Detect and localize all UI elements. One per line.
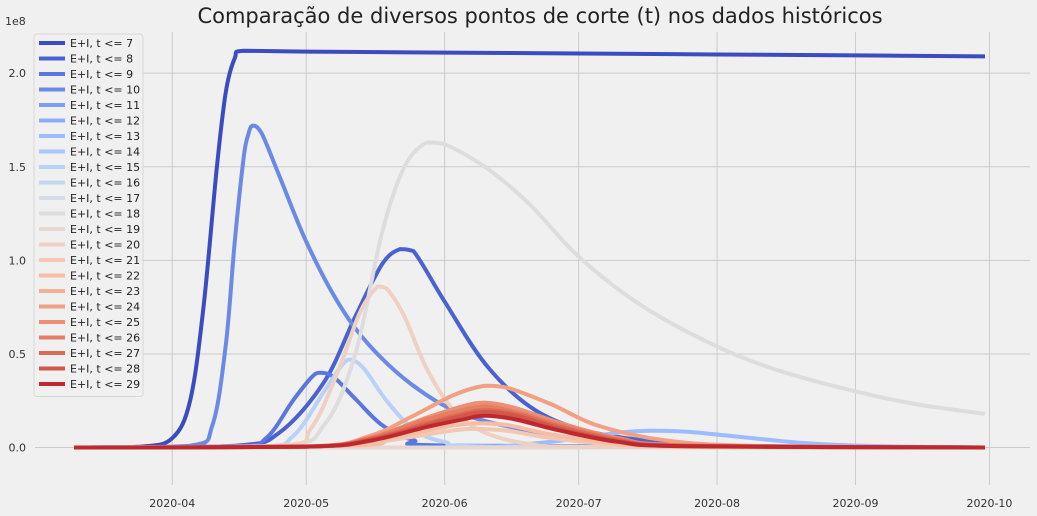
y-tick-label: 2.0	[9, 67, 27, 80]
legend-entry: E+I, t <= 10	[70, 84, 140, 97]
legend: E+I, t <= 7 E+I, t <= 8 E+I, t <= 9 E+I, t …	[33, 33, 144, 397]
series-lines	[73, 48, 986, 450]
legend-entry: E+I, t <= 25	[70, 316, 140, 329]
x-tick-label: 2020-10	[966, 497, 1012, 510]
series-line-23	[73, 413, 986, 450]
x-tick-label: 2020-05	[283, 497, 329, 510]
x-tick-label: 2020-06	[422, 497, 468, 510]
x-tick-label: 2020-07	[556, 497, 602, 510]
legend-entry: E+I, t <= 13	[70, 130, 140, 143]
chart-title: Comparação de diversos pontos de corte (…	[197, 4, 882, 28]
y-tick-label: 1.0	[9, 254, 27, 267]
legend-entry: E+I, t <= 18	[70, 208, 140, 221]
series-line-12	[73, 140, 986, 450]
legend-entry: E+I, t <= 20	[70, 239, 140, 252]
y-tick-label: 1.5	[9, 161, 27, 174]
x-tick-label: 2020-04	[149, 497, 195, 510]
legend-entry: E+I, t <= 26	[70, 332, 140, 345]
legend-entry: E+I, t <= 27	[70, 347, 140, 360]
legend-entry: E+I, t <= 29	[70, 378, 140, 391]
legend-entry: E+I, t <= 11	[70, 99, 140, 112]
x-tick-label: 2020-09	[833, 497, 879, 510]
legend-entry: E+I, t <= 8	[70, 53, 133, 66]
y-tick-label: 0.0	[9, 442, 27, 455]
y-axis-exponent: 1e8	[5, 15, 26, 28]
series-line-14	[73, 284, 986, 450]
legend-entry: E+I, t <= 9	[70, 68, 133, 81]
y-axis-ticks: 0.0 0.5 1.0 1.5 2.0	[9, 67, 27, 454]
legend-entry: E+I, t <= 24	[70, 301, 140, 314]
legend-entry: E+I, t <= 21	[70, 254, 140, 267]
legend-entry: E+I, t <= 23	[70, 285, 140, 298]
legend-entry: E+I, t <= 7	[70, 37, 133, 50]
series-line-1	[73, 48, 986, 450]
legend-entry: E+I, t <= 15	[70, 161, 140, 174]
x-axis-ticks: 2020-04 2020-05 2020-06 2020-07 2020-08 2020-…	[149, 497, 1012, 510]
legend-entry: E+I, t <= 12	[70, 115, 140, 128]
legend-entry: E+I, t <= 17	[70, 192, 140, 205]
legend-entry: E+I, t <= 14	[70, 146, 140, 159]
grid	[35, 32, 1030, 485]
y-tick-label: 0.5	[9, 348, 27, 361]
legend-entry: E+I, t <= 28	[70, 363, 140, 376]
legend-entry: E+I, t <= 22	[70, 270, 140, 283]
legend-entry: E+I, t <= 19	[70, 223, 140, 236]
legend-entry: E+I, t <= 16	[70, 177, 140, 190]
x-tick-label: 2020-08	[694, 497, 740, 510]
